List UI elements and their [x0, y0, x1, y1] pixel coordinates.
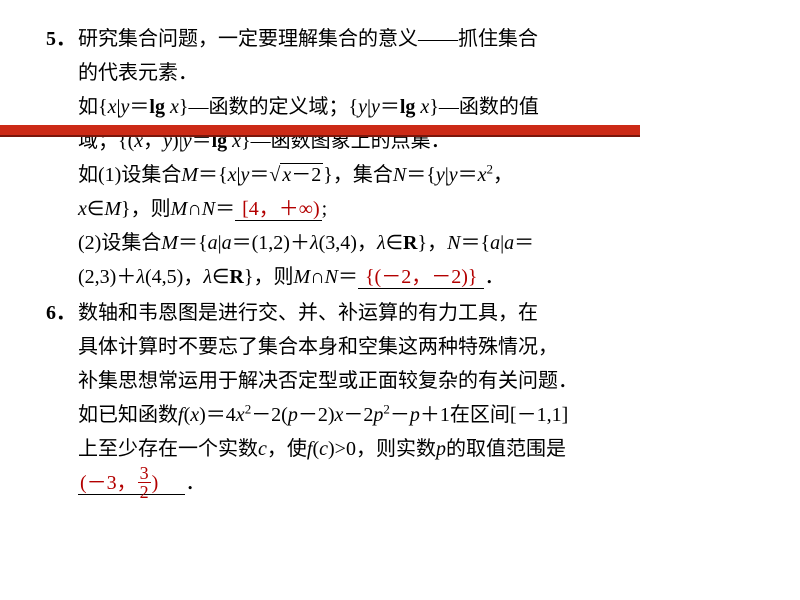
text-line: (2)设集合M＝{a|a＝(1,2)＋λ(3,4)，λ∈R}，N＝{a|a＝ [78, 226, 750, 260]
text-line: x∈M}，则M∩N＝ [4，＋∞); [78, 192, 750, 226]
problem-number: 5． [46, 22, 76, 294]
problem-6: 6． 数轴和韦恩图是进行交、并、补运算的有力工具，在 具体计算时不要忘了集合本身… [68, 296, 750, 503]
text-line: (－3，32) ． [78, 466, 750, 503]
fraction: 32 [138, 464, 151, 501]
text-line: 如{x|y＝lg x}—函数的定义域；{y|y＝lg x}—函数的值 [78, 90, 750, 124]
text-line: 上至少存在一个实数c，使f(c)>0，则实数p的取值范围是 [78, 432, 750, 466]
text-line: 数轴和韦恩图是进行交、并、补运算的有力工具，在 [78, 296, 750, 330]
answer-blank-3: (－3，32) [78, 472, 185, 495]
problem-body: 研究集合问题，一定要理解集合的意义——抓住集合 的代表元素． 如{x|y＝lg … [78, 22, 750, 294]
text-line: 的代表元素． [78, 56, 750, 90]
text-line: 研究集合问题，一定要理解集合的意义——抓住集合 [78, 22, 750, 56]
problem-5: 5． 研究集合问题，一定要理解集合的意义——抓住集合 的代表元素． 如{x|y＝… [68, 22, 750, 294]
answer-blank-2: {(－2，－2)} [358, 266, 485, 289]
text-line: 如(1)设集合M＝{x|y＝√x－2}，集合N＝{y|y＝x2， [78, 158, 750, 192]
text-line: (2,3)＋λ(4,5)，λ∈R}，则M∩N＝ {(－2，－2)} ． [78, 260, 750, 294]
text-line: 具体计算时不要忘了集合本身和空集这两种特殊情况， [78, 330, 750, 364]
problem-number: 6． [46, 296, 76, 503]
problem-body: 数轴和韦恩图是进行交、并、补运算的有力工具，在 具体计算时不要忘了集合本身和空集… [78, 296, 750, 503]
red-highlight-bar [0, 125, 640, 137]
text-line: 如已知函数f(x)＝4x2－2(p－2)x－2p2－p＋1在区间[－1,1] [78, 398, 750, 432]
answer-blank-1: [4，＋∞) [235, 198, 322, 221]
document-page: 5． 研究集合问题，一定要理解集合的意义——抓住集合 的代表元素． 如{x|y＝… [0, 0, 800, 525]
text-line: 补集思想常运用于解决否定型或正面较复杂的有关问题． [78, 364, 750, 398]
